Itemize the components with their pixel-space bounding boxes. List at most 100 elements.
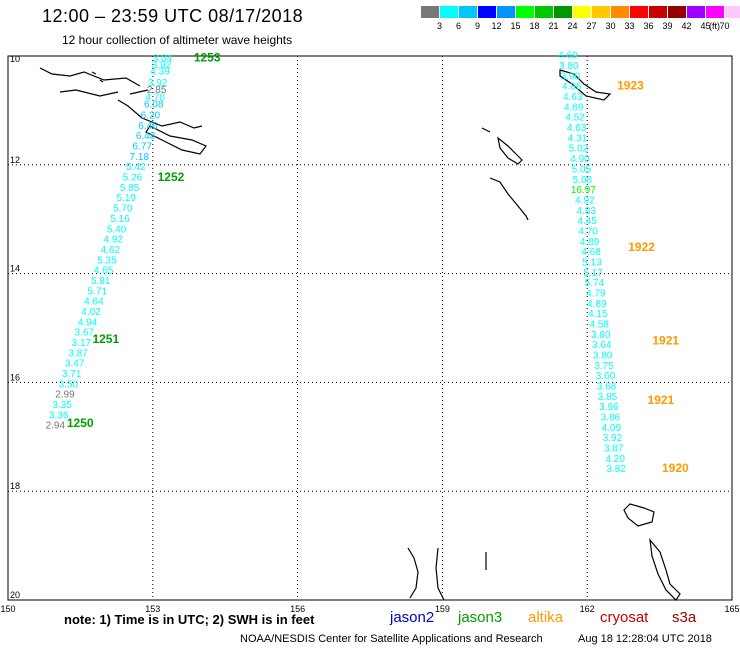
wave-height-value: 4.70 bbox=[578, 226, 598, 237]
pass-time-label: 1253 bbox=[194, 50, 221, 64]
color-scale-label: 6 bbox=[455, 21, 461, 31]
wave-height-value: 5.85 bbox=[120, 183, 140, 194]
wave-height-value: 3.35 bbox=[52, 400, 72, 411]
wave-height-value: 5.35 bbox=[97, 255, 117, 266]
wave-height-value: 5.19 bbox=[117, 193, 137, 204]
wave-height-value: 3.68 bbox=[597, 381, 617, 392]
color-scale-label: 45 bbox=[700, 21, 711, 31]
wave-height-value: 4.31 bbox=[568, 133, 588, 144]
color-scale-label: 30 bbox=[605, 21, 616, 31]
wave-height-value: 4.64 bbox=[84, 297, 104, 308]
color-scale-label: 27 bbox=[586, 21, 597, 31]
wave-height-value: 3.85 bbox=[598, 392, 618, 403]
color-scale-label: 39 bbox=[662, 21, 673, 31]
wave-height-value: 4.15 bbox=[588, 309, 608, 320]
wave-height-value: 3.67 bbox=[75, 328, 95, 339]
footer-credit: NOAA/NESDIS Center for Satellite Applica… bbox=[240, 633, 543, 645]
color-scale-cell bbox=[440, 6, 458, 18]
wave-height-value: 3.71 bbox=[62, 369, 82, 380]
coastline-solomon-islands bbox=[481, 69, 612, 221]
wave-height-value: 3.75 bbox=[594, 361, 614, 372]
color-scale-cell bbox=[630, 6, 648, 18]
wave-height-value: 3.82 bbox=[606, 464, 626, 475]
color-scale-cell bbox=[725, 6, 740, 18]
color-scale-cell bbox=[421, 6, 439, 18]
wave-height-value: 3.80 bbox=[559, 61, 579, 72]
wave-height-value: 5.71 bbox=[88, 286, 108, 297]
wave-height-value: 5.42 bbox=[126, 162, 146, 173]
coastlines bbox=[39, 67, 681, 601]
footer-timestamp: Aug 18 12:28:04 UTC 2018 bbox=[578, 633, 712, 645]
wave-height-value: 5.40 bbox=[107, 224, 127, 235]
y-tick-label: 14 bbox=[10, 264, 20, 274]
wave-height-value: 2.99 bbox=[55, 390, 75, 401]
wave-height-value: 3.47 bbox=[65, 359, 85, 370]
color-scale-cell bbox=[516, 6, 534, 18]
wave-height-value: 3.80 bbox=[593, 350, 613, 361]
legend-s3a: s3a bbox=[672, 609, 697, 626]
wave-height-value: 6.46 bbox=[138, 121, 158, 132]
wave-height-value: 3.92 bbox=[148, 78, 168, 89]
x-tick-label: 165 bbox=[724, 604, 739, 614]
pass-time-label: 1252 bbox=[158, 170, 185, 184]
color-scale-label: 33 bbox=[624, 21, 635, 31]
wave-height-value: 4.94 bbox=[78, 317, 98, 328]
legend-jason3: jason3 bbox=[458, 609, 503, 626]
pass-time-label: 1920 bbox=[662, 461, 689, 475]
color-scale-cell bbox=[535, 6, 553, 18]
y-tick-label: 12 bbox=[10, 155, 20, 165]
color-scale-cell bbox=[478, 6, 496, 18]
coastline-new-caledonia bbox=[623, 503, 681, 601]
pass-time-label: 1921 bbox=[648, 393, 675, 407]
color-scale-cell bbox=[668, 6, 686, 18]
color-scale-cell bbox=[592, 6, 610, 18]
y-tick-label: 16 bbox=[10, 372, 20, 382]
color-scale-unit: (ft) bbox=[709, 21, 720, 31]
color-scale-labels: 3 6 9 12 15 18 21 24 27 30 33 36 39 42 45 70 bbox=[421, 21, 734, 31]
wave-height-value: 3.80 bbox=[591, 330, 611, 341]
wave-height-value: 4.89 bbox=[587, 299, 607, 310]
chart-title: 12:00 – 23:59 UTC 08/17/2018 bbox=[42, 6, 304, 26]
wave-height-value: 3.64 bbox=[592, 340, 612, 351]
wave-height-value: 3.92 bbox=[603, 433, 623, 444]
color-scale-label: 24 bbox=[567, 21, 578, 31]
color-scale-cell bbox=[497, 6, 515, 18]
chart-subtitle: 12 hour collection of altimeter wave hei… bbox=[62, 33, 293, 47]
x-tick-label: 162 bbox=[580, 604, 595, 614]
pass-time-label: 1921 bbox=[652, 333, 679, 347]
wave-height-value: 4.69 bbox=[564, 102, 584, 113]
wave-height-value: 4.09 bbox=[602, 423, 622, 434]
color-scale-label: 3 bbox=[436, 21, 442, 31]
wave-height-value: 4.86 bbox=[562, 82, 582, 93]
coastline-new-guinea-islands bbox=[39, 67, 207, 155]
y-tick-label: 20 bbox=[10, 590, 20, 600]
wave-height-value: 5.26 bbox=[123, 173, 143, 184]
wave-height-value: 2.85 bbox=[147, 85, 167, 96]
wave-height-value: 4.92 bbox=[103, 235, 123, 246]
color-scale-label: 9 bbox=[474, 21, 480, 31]
legend-cryosat: cryosat bbox=[600, 609, 649, 626]
satellite-tracks: 3.043.924.393.922.854.706.086.206.466.48… bbox=[46, 50, 689, 475]
wave-height-value: 4.02 bbox=[81, 307, 101, 318]
wave-height-value: 6.48 bbox=[136, 131, 156, 142]
color-scale-cell bbox=[554, 6, 572, 18]
wave-height-value: 4.89 bbox=[580, 237, 600, 248]
wave-height-value: 3.90 bbox=[561, 71, 581, 82]
wave-height-value: 5.08 bbox=[573, 175, 593, 186]
wave-height-value: 3.86 bbox=[601, 412, 621, 423]
wave-height-value: 4.62 bbox=[101, 245, 121, 256]
wave-height-value: 4.39 bbox=[150, 66, 170, 77]
color-scale-cell bbox=[706, 6, 724, 18]
x-tick-label: 150 bbox=[0, 604, 15, 614]
wave-height-value: 4.20 bbox=[605, 454, 625, 465]
lat-lon-grid: 150 153 156 159 162 165 10 12 14 16 18 20 bbox=[0, 54, 739, 614]
wave-height-value: 4.65 bbox=[94, 266, 114, 277]
color-scale-label: 42 bbox=[681, 21, 692, 31]
coastline-australia-cape bbox=[407, 547, 487, 601]
x-tick-label: 159 bbox=[435, 604, 450, 614]
wave-height-value: 4.68 bbox=[581, 247, 601, 258]
wave-height-value: 5.17 bbox=[583, 268, 603, 279]
wave-height-value: 5.05 bbox=[572, 164, 592, 175]
wave-height-value: 7.18 bbox=[130, 152, 150, 163]
